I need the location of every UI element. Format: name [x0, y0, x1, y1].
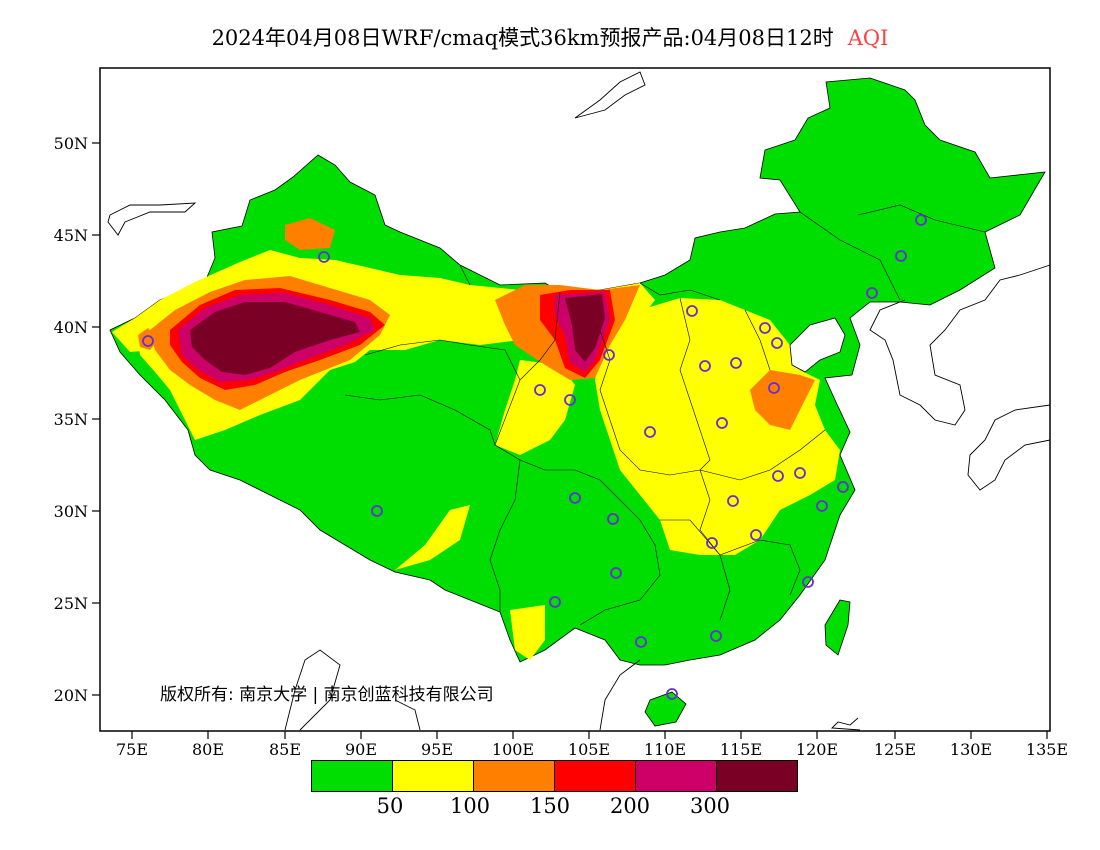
city-station-marker: [564, 394, 576, 406]
city-station-marker: [750, 529, 762, 541]
x-tick-label: 105E: [568, 740, 610, 759]
region-usg-north-xinjiang: [285, 218, 335, 250]
legend-swatch-unhealthy: [555, 761, 636, 791]
city-station-marker: [644, 426, 656, 438]
city-station-marker: [699, 360, 711, 372]
copyright-text: 版权所有: 南京大学 | 南京创蓝科技有限公司: [160, 685, 494, 705]
x-tick-label: 80E: [192, 740, 224, 759]
x-tick-label: 110E: [644, 740, 686, 759]
x-axis: 75E 80E 85E 90E 95E 100E 105E 110E 115E 120E 125E 1…: [116, 731, 1068, 759]
y-tick-label: 50N: [54, 134, 88, 153]
region-taiwan: [824, 599, 851, 656]
legend-color-bar: [311, 760, 798, 792]
y-tick-label: 45N: [54, 226, 88, 245]
legend-labels: 50 100 150 200 300: [0, 794, 1100, 820]
y-axis: 50N 45N 40N 35N 30N 25N 20N: [54, 134, 100, 705]
legend-label: 100: [449, 794, 491, 818]
city-station-marker: [768, 382, 780, 394]
city-station-marker: [607, 513, 619, 525]
region-hazardous-west: [190, 302, 360, 375]
title-main: 2024年04月08日WRF/cmaq模式36km预报产品:04月08日12时: [211, 26, 834, 50]
legend-swatch-moderate: [393, 761, 474, 791]
x-tick-label: 115E: [720, 740, 762, 759]
region-moderate-south-tibet: [395, 505, 470, 570]
y-tick-label: 25N: [54, 594, 88, 613]
city-station-marker: [772, 470, 784, 482]
y-tick-label: 40N: [54, 318, 88, 337]
city-station-marker: [569, 492, 581, 504]
bohai-bay: [789, 317, 846, 373]
city-station-marker: [318, 251, 330, 263]
y-tick-label: 35N: [54, 410, 88, 429]
city-station-marker: [716, 417, 728, 429]
city-station-marker: [866, 287, 878, 299]
city-station-marker: [816, 500, 828, 512]
x-tick-label: 125E: [874, 740, 916, 759]
legend-label: 150: [529, 794, 571, 818]
city-station-marker: [371, 505, 383, 517]
x-tick-label: 130E: [950, 740, 992, 759]
city-station-marker: [549, 596, 561, 608]
city-station-marker: [635, 636, 647, 648]
x-tick-label: 75E: [116, 740, 148, 759]
title-variable: AQI: [847, 26, 889, 50]
city-station-marker: [915, 214, 927, 226]
city-station-marker: [837, 481, 849, 493]
city-station-marker: [686, 305, 698, 317]
city-station-marker: [534, 384, 546, 396]
region-usg-east: [750, 370, 815, 430]
legend-label: 300: [689, 794, 731, 818]
x-tick-label: 95E: [421, 740, 453, 759]
legend-swatch-hazardous: [717, 761, 797, 791]
city-station-marker: [610, 567, 622, 579]
map-title: 2024年04月08日WRF/cmaq模式36km预报产品:04月08日12时 A…: [0, 22, 1100, 52]
city-station-marker: [706, 537, 718, 549]
city-station-marker: [759, 322, 771, 334]
x-tick-label: 90E: [345, 740, 377, 759]
city-station-marker: [895, 250, 907, 262]
neighbour-coastlines: [107, 71, 1051, 731]
city-station-marker: [666, 688, 678, 700]
y-tick-label: 30N: [54, 502, 88, 521]
region-hainan: [644, 691, 687, 727]
region-usg-kashgar: [138, 328, 158, 350]
legend-label: 50: [376, 794, 404, 818]
region-moderate-central: [495, 360, 575, 455]
city-station-marker: [710, 630, 722, 642]
legend-swatch-usg: [474, 761, 555, 791]
region-moderate-southwest: [510, 605, 545, 660]
legend-swatch-good: [312, 761, 393, 791]
city-station-marker: [802, 576, 814, 588]
region-hazardous-north: [565, 294, 605, 362]
city-station-marker: [603, 349, 615, 361]
legend-swatch-very-unhealthy: [636, 761, 717, 791]
city-station-marker: [771, 337, 783, 349]
x-tick-label: 120E: [796, 740, 838, 759]
x-tick-label: 135E: [1026, 740, 1068, 759]
city-markers: [142, 214, 927, 700]
city-station-marker: [142, 335, 154, 347]
city-station-marker: [730, 357, 742, 369]
city-station-marker: [727, 495, 739, 507]
x-tick-label: 100E: [492, 740, 534, 759]
legend-label: 200: [609, 794, 651, 818]
city-station-marker: [794, 467, 806, 479]
y-tick-label: 20N: [54, 686, 88, 705]
x-tick-label: 85E: [269, 740, 301, 759]
province-borders: [344, 204, 986, 626]
